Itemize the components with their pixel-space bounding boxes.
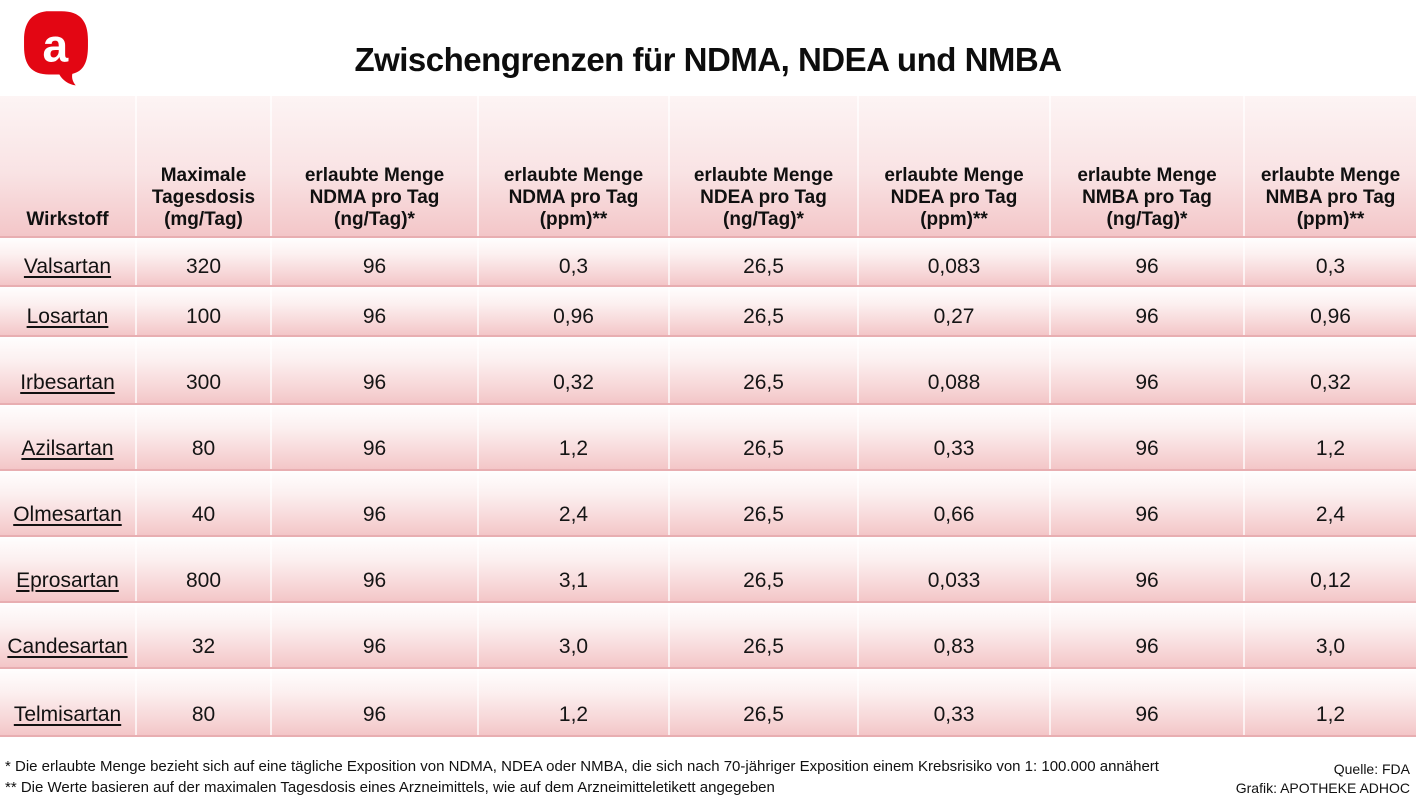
column-header-ndma-ng: erlaubte Menge NDMA pro Tag (ng/Tag)*: [272, 96, 479, 236]
table-cell: 96: [272, 603, 479, 667]
apotheke-adhoc-logo: a: [22, 8, 90, 88]
table-row: Eprosartan 800 96 3,1 26,5 0,033 96 0,12: [0, 537, 1416, 603]
table-cell: 96: [1051, 669, 1245, 735]
table-cell: 96: [1051, 337, 1245, 403]
table-cell: 96: [272, 405, 479, 469]
table-cell: 3,0: [1315, 635, 1346, 658]
table-cell: 300: [137, 337, 272, 403]
table-cell: 96: [1051, 471, 1245, 535]
table-row: Telmisartan 80 96 1,2 26,5 0,33 96 1,2: [0, 669, 1416, 737]
table-cell: 96: [272, 471, 479, 535]
footnote-1: * Die erlaubte Menge bezieht sich auf ei…: [5, 758, 1159, 775]
column-header-ndea-ppm: erlaubte Menge NDEA pro Tag (ppm)**: [859, 96, 1051, 236]
footnotes: * Die erlaubte Menge bezieht sich auf ei…: [5, 756, 1159, 796]
table-cell: 80: [137, 405, 272, 469]
table-cell: 96: [272, 537, 479, 601]
table-cell: 100: [137, 287, 272, 335]
table-cell: 96: [272, 238, 479, 285]
table-cell: 26,5: [670, 471, 859, 535]
column-header-ndma-ppm: erlaubte Menge NDMA pro Tag (ppm)**: [479, 96, 670, 236]
limits-table: Wirkstoff Maximale Tagesdosis (mg/Tag) e…: [0, 96, 1416, 737]
graphic-credit: Grafik: APOTHEKE ADHOC: [1235, 780, 1410, 796]
drug-link-irbesartan[interactable]: Irbesartan: [20, 371, 115, 394]
table-row: Olmesartan 40 96 2,4 26,5 0,66 96 2,4: [0, 471, 1416, 537]
speech-bubble-icon: a: [24, 11, 88, 86]
table-cell: 0,033: [859, 537, 1051, 601]
table-cell: 1,2: [1315, 437, 1346, 460]
table-cell: 0,83: [859, 603, 1051, 667]
page-title: Zwischengrenzen für NDMA, NDEA und NMBA: [354, 41, 1062, 78]
table-cell: 96: [1051, 603, 1245, 667]
table-cell: 3,1: [479, 537, 670, 601]
table-cell: 26,5: [670, 537, 859, 601]
table-cell: 96: [272, 669, 479, 735]
column-header-ndea-ng: erlaubte Menge NDEA pro Tag (ng/Tag)*: [670, 96, 859, 236]
table-cell: 0,3: [1315, 255, 1346, 278]
table-cell: 0,96: [479, 287, 670, 335]
table-cell: 26,5: [670, 603, 859, 667]
table-cell: 80: [137, 669, 272, 735]
drug-link-valsartan[interactable]: Valsartan: [23, 255, 112, 278]
table-cell: 26,5: [670, 669, 859, 735]
table-row: Valsartan 320 96 0,3 26,5 0,083 96 0,3: [0, 238, 1416, 287]
drug-link-azilsartan[interactable]: Azilsartan: [21, 437, 114, 460]
table-cell: 0,66: [859, 471, 1051, 535]
drug-link-olmesartan[interactable]: Olmesartan: [13, 503, 122, 526]
table-cell: 32: [137, 603, 272, 667]
table-row: Irbesartan 300 96 0,32 26,5 0,088 96 0,3…: [0, 337, 1416, 405]
table-row: Candesartan 32 96 3,0 26,5 0,83 96 3,0: [0, 603, 1416, 669]
table-cell: 1,2: [479, 669, 670, 735]
table-cell: 0,33: [859, 405, 1051, 469]
table-cell: 2,4: [1315, 503, 1346, 526]
table-cell: 96: [1051, 238, 1245, 285]
table-cell: 1,2: [479, 405, 670, 469]
table-cell: 26,5: [670, 238, 859, 285]
table-cell: 2,4: [479, 471, 670, 535]
column-header-nmba-ppm: erlaubte Menge NMBA pro Tag (ppm)**: [1260, 165, 1401, 230]
drug-link-losartan[interactable]: Losartan: [26, 305, 109, 328]
table-cell: 96: [272, 287, 479, 335]
drug-link-candesartan[interactable]: Candesartan: [7, 635, 128, 658]
table-cell: 0,32: [1310, 371, 1351, 394]
table-cell: 0,3: [479, 238, 670, 285]
table-cell: 96: [1051, 537, 1245, 601]
table-cell: 40: [137, 471, 272, 535]
table-cell: 1,2: [1315, 703, 1346, 726]
table-cell: 0,96: [1310, 305, 1351, 328]
table-cell: 3,0: [479, 603, 670, 667]
table-cell: 0,32: [479, 337, 670, 403]
table-cell: 0,088: [859, 337, 1051, 403]
column-header-nmba-ng: erlaubte Menge NMBA pro Tag (ng/Tag)*: [1051, 96, 1245, 236]
drug-link-eprosartan[interactable]: Eprosartan: [16, 569, 119, 592]
table-cell: 26,5: [670, 405, 859, 469]
table-cell: 96: [272, 337, 479, 403]
table-cell: 800: [137, 537, 272, 601]
column-header-max-tagesdosis: Maximale Tagesdosis (mg/Tag): [137, 96, 272, 236]
table-cell: 0,33: [859, 669, 1051, 735]
drug-link-telmisartan[interactable]: Telmisartan: [13, 703, 122, 726]
credits: Quelle: FDA Grafik: APOTHEKE ADHOC: [1236, 760, 1410, 796]
footnote-2: ** Die Werte basieren auf der maximalen …: [5, 779, 775, 796]
source-credit: Quelle: FDA: [1333, 761, 1410, 777]
table-cell: 26,5: [670, 287, 859, 335]
table-cell: 0,083: [859, 238, 1051, 285]
table-cell: 320: [137, 238, 272, 285]
logo-letter-a: a: [42, 20, 68, 72]
table-cell: 96: [1051, 405, 1245, 469]
table-row: Losartan 100 96 0,96 26,5 0,27 96 0,96: [0, 287, 1416, 337]
table-row: Azilsartan 80 96 1,2 26,5 0,33 96 1,2: [0, 405, 1416, 471]
table-cell: 0,12: [1310, 569, 1351, 592]
table-cell: 26,5: [670, 337, 859, 403]
table-cell: 96: [1051, 287, 1245, 335]
column-header-wirkstoff: Wirkstoff: [0, 96, 137, 236]
table-cell: 0,27: [859, 287, 1051, 335]
table-header-row: Wirkstoff Maximale Tagesdosis (mg/Tag) e…: [0, 96, 1416, 238]
